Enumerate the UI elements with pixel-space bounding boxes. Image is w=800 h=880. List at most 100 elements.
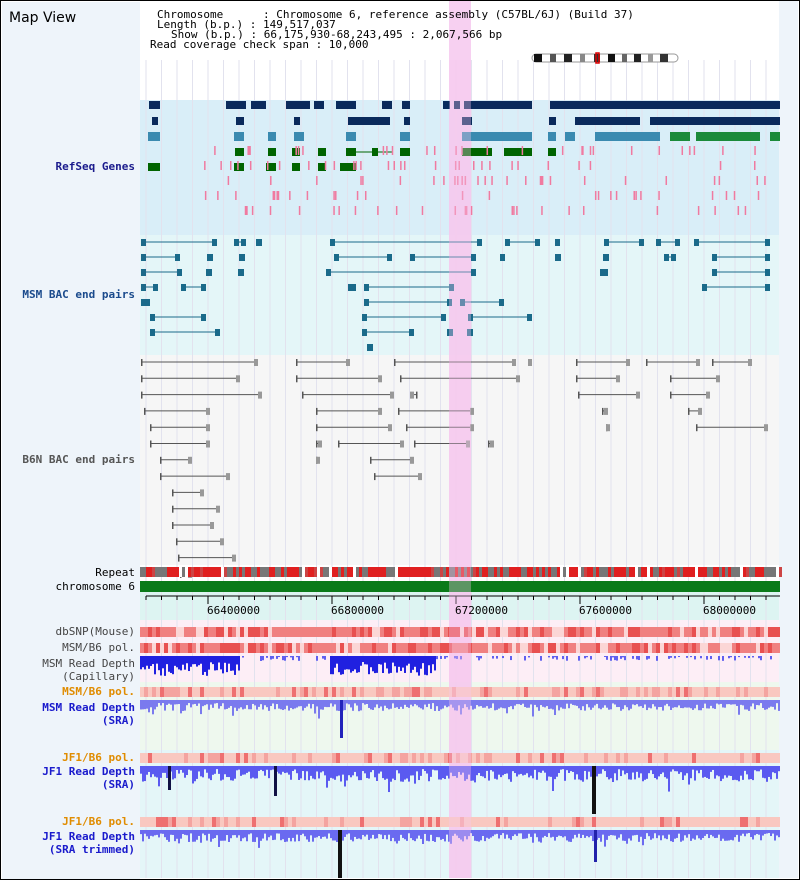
read-depth-bar <box>372 766 374 771</box>
read-depth-bar <box>720 700 722 704</box>
read-depth-bar <box>734 700 736 705</box>
read-depth-bar <box>304 700 306 708</box>
polymorphism-cell <box>448 817 452 827</box>
read-depth-bar <box>708 766 710 779</box>
read-depth-bar <box>432 656 434 665</box>
polymorphism-cell <box>464 753 468 763</box>
polymorphism-cell <box>172 817 176 827</box>
polymorphism-cell <box>456 753 460 763</box>
read-depth-bar <box>726 766 728 778</box>
b6n-bac-end-pairs-label: B6N BAC end pairs <box>22 453 135 466</box>
refseq-gene-block <box>234 132 244 141</box>
read-depth-bar <box>566 700 568 704</box>
read-depth-bar <box>278 700 280 709</box>
read-depth-bar <box>202 830 204 834</box>
read-depth-bar <box>350 766 352 778</box>
polymorphism-cell <box>324 687 328 697</box>
repeat-segment <box>272 567 275 577</box>
read-depth-bar <box>164 766 166 773</box>
read-depth-bar <box>718 830 720 835</box>
polymorphism-cell <box>444 627 448 637</box>
polymorphism-cell <box>244 753 248 763</box>
read-depth-bar <box>624 766 626 775</box>
read-depth-bar <box>436 766 438 771</box>
read-depth-bar <box>718 766 720 777</box>
repeat-segment <box>764 567 767 577</box>
read-depth-bar <box>698 830 700 839</box>
polymorphism-cell <box>392 753 396 763</box>
refseq-tick <box>516 206 518 215</box>
read-depth-bar <box>232 830 234 836</box>
polymorphism-cell <box>260 643 264 653</box>
polymorphism-cell <box>720 627 724 637</box>
read-depth-bar <box>450 830 452 844</box>
read-depth-bar <box>248 830 250 835</box>
read-depth-bar <box>300 700 302 707</box>
polymorphism-cell <box>328 627 332 637</box>
polymorphism-cell <box>332 627 336 637</box>
read-depth-bar <box>322 700 324 710</box>
read-depth-bar <box>446 700 448 708</box>
read-depth-bar <box>588 700 590 708</box>
read-depth-bar <box>344 830 346 837</box>
read-depth-bar <box>156 656 158 664</box>
msm-bac-end <box>447 329 452 336</box>
polymorphism-cell <box>648 753 652 763</box>
read-depth-bar <box>456 830 458 836</box>
length-info: Length (b.p.) : 149,517,037 <box>157 18 336 31</box>
read-depth-bar <box>172 700 174 711</box>
polymorphism-cell <box>628 643 632 653</box>
repeat-segment <box>599 567 602 577</box>
read-depth-bar <box>584 830 586 838</box>
polymorphism-cell <box>736 643 740 653</box>
polymorphism-cell <box>160 687 164 697</box>
b6n-bac-end <box>406 424 408 432</box>
refseq-tick <box>491 176 493 185</box>
repeat-segment <box>659 567 662 577</box>
polymorphism-cell <box>464 627 468 637</box>
refseq-gene-block <box>266 163 276 171</box>
polymorphism-cell <box>504 687 508 697</box>
read-depth-bar <box>230 656 232 671</box>
polymorphism-cell <box>268 817 272 827</box>
repeat-segment <box>707 567 710 577</box>
read-depth-bar <box>648 700 650 708</box>
read-depth-bar <box>408 700 410 708</box>
polymorphism-cell <box>640 687 644 697</box>
read-depth-bar <box>208 830 210 834</box>
msm-bac-end <box>409 329 414 336</box>
read-depth-bar <box>620 766 622 777</box>
read-depth-bar <box>576 766 578 775</box>
repeat-segment <box>623 567 626 577</box>
read-depth-bar <box>142 766 144 782</box>
chromosome-ideogram[interactable] <box>530 52 682 66</box>
read-depth-bar <box>210 656 212 663</box>
read-depth-bar <box>604 700 606 706</box>
read-depth-bar <box>612 830 614 836</box>
read-depth-bar <box>654 700 656 707</box>
repeat-segment <box>542 567 545 577</box>
msm-bac-end <box>141 239 146 246</box>
polymorphism-cell <box>352 643 356 653</box>
read-depth-bar <box>758 830 760 835</box>
repeat-segment <box>548 567 551 577</box>
polymorphism-cell <box>184 687 188 697</box>
polymorphism-cell <box>436 753 440 763</box>
polymorphism-cell <box>488 687 492 697</box>
polymorphism-cell <box>632 817 636 827</box>
read-depth-bar <box>578 766 580 780</box>
repeat-segment <box>473 567 476 577</box>
polymorphism-cell <box>640 817 644 827</box>
read-depth-bar <box>774 830 776 841</box>
polymorphism-cell <box>408 753 412 763</box>
read-depth-bar <box>586 766 588 780</box>
read-depth-bar <box>476 700 478 706</box>
read-depth-bar <box>614 700 616 705</box>
refseq-gene-block <box>462 132 532 141</box>
polymorphism-cell <box>420 753 424 763</box>
b6n-bac-end <box>172 505 174 513</box>
read-depth-spike <box>594 830 597 862</box>
polymorphism-cell <box>360 627 364 637</box>
polymorphism-cell <box>252 643 256 653</box>
